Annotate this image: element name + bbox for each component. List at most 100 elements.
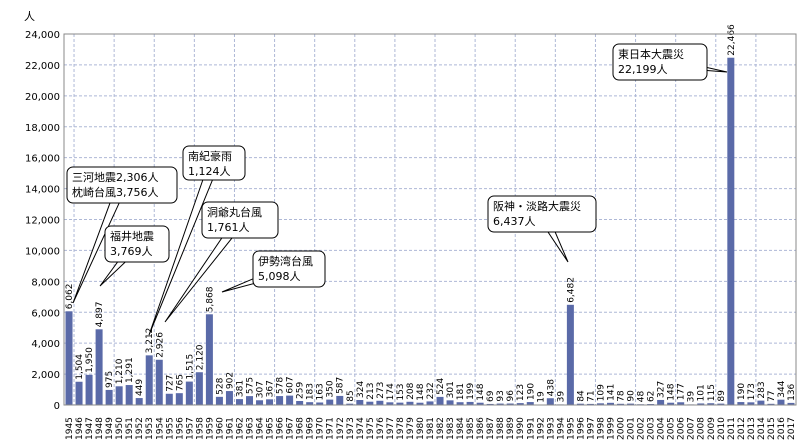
- bar-1957: [185, 381, 193, 405]
- y-tick-label: 16,000: [25, 154, 60, 165]
- value-label-1948: 4,897: [95, 302, 105, 328]
- y-tick-label: 0: [54, 401, 60, 412]
- bar-2000: [617, 403, 625, 405]
- value-label-1955: 727: [165, 375, 175, 392]
- annotation-text: 1,761人: [207, 221, 250, 234]
- annotation-text: 福井地震: [110, 229, 154, 243]
- annotation-text: 6,437人: [493, 215, 536, 228]
- bar-1974: [356, 399, 364, 405]
- annotation-text: 5,098人: [258, 270, 301, 283]
- value-label-1949: 975: [105, 371, 115, 388]
- bar-1961: [225, 391, 233, 405]
- x-tick-label-1959: 1959: [205, 417, 215, 440]
- bar-1950: [115, 386, 123, 405]
- x-tick-label-1990: 1990: [516, 417, 526, 440]
- bar-1975: [366, 401, 374, 405]
- value-label-1956: 765: [175, 374, 185, 391]
- value-label-2016: 344: [777, 380, 787, 397]
- bar-1954: [155, 359, 163, 405]
- x-tick-label-1973: 1973: [346, 417, 356, 440]
- value-label-1980: 148: [416, 383, 426, 400]
- x-tick-label-1976: 1976: [376, 417, 386, 440]
- value-label-1973: 85: [346, 390, 356, 401]
- bar-1976: [376, 400, 384, 405]
- x-tick-label-1988: 1988: [496, 417, 506, 440]
- bar-1985: [466, 401, 474, 405]
- annotation-1954: 洞爺丸台風 1,761人: [164, 201, 279, 323]
- x-tick-label-1985: 1985: [466, 417, 476, 440]
- value-label-1951: 1,291: [125, 357, 135, 383]
- annotation-1953: 南紀豪雨 1,124人: [148, 145, 246, 336]
- value-label-1998: 109: [596, 384, 606, 401]
- bar-1967: [286, 395, 294, 405]
- bar-1980: [416, 402, 424, 405]
- value-label-1984: 181: [456, 383, 466, 400]
- x-tick-label-2001: 2001: [627, 417, 637, 440]
- value-label-1970: 163: [316, 383, 326, 400]
- x-tick-label-1951: 1951: [125, 417, 135, 440]
- x-tick-label-1949: 1949: [105, 417, 115, 440]
- x-tick-label-2000: 2000: [617, 417, 627, 440]
- x-tick-label-2006: 2006: [677, 417, 687, 440]
- bar-2001: [627, 403, 635, 405]
- bar-1979: [406, 401, 414, 405]
- value-label-1983: 301: [446, 381, 456, 398]
- value-label-1968: 259: [296, 382, 306, 399]
- x-tick-label-1954: 1954: [155, 417, 165, 440]
- bar-1971: [326, 399, 334, 405]
- x-tick-label-2005: 2005: [667, 417, 677, 440]
- annotation-1995: 阪神・淡路大震災 6,437人: [487, 195, 597, 263]
- bar-1969: [306, 402, 314, 405]
- bar-1973: [346, 403, 354, 405]
- bar-1955: [165, 393, 173, 405]
- annotation-text: 阪神・淡路大震災: [493, 199, 581, 213]
- value-label-1950: 1,210: [115, 358, 125, 384]
- bar-1959: [205, 314, 213, 405]
- value-label-1996: 84: [576, 390, 586, 402]
- value-label-1988: 93: [496, 390, 506, 401]
- value-label-1985: 199: [466, 382, 476, 399]
- annotation-text: 1,124人: [188, 165, 231, 178]
- y-tick-label: 2,000: [31, 370, 60, 381]
- x-tick-label-2002: 2002: [637, 417, 647, 440]
- value-label-1976: 273: [376, 382, 386, 399]
- x-tick-label-1993: 1993: [546, 417, 556, 440]
- x-tick-label-2007: 2007: [687, 417, 697, 440]
- value-label-2001: 90: [627, 390, 637, 402]
- x-tick-label-1969: 1969: [306, 417, 316, 440]
- y-tick-label: 18,000: [25, 123, 60, 134]
- x-tick-label-1986: 1986: [476, 417, 486, 440]
- value-label-1971: 350: [326, 380, 336, 397]
- value-label-1978: 153: [396, 383, 406, 400]
- value-label-2000: 78: [617, 390, 627, 402]
- x-tick-label-1963: 1963: [246, 417, 256, 440]
- value-label-1958: 2,120: [195, 344, 205, 370]
- value-label-1972: 587: [336, 377, 346, 394]
- value-label-1979: 208: [406, 382, 416, 399]
- x-tick-label-1981: 1981: [426, 417, 436, 440]
- value-label-1974: 324: [356, 381, 366, 398]
- x-tick-label-1977: 1977: [386, 417, 396, 440]
- x-tick-label-2017: 2017: [787, 417, 797, 440]
- value-label-2015: 77: [767, 390, 777, 401]
- bar-1960: [215, 396, 223, 405]
- bar-2010: [717, 403, 725, 405]
- value-label-2007: 39: [687, 391, 697, 403]
- annotation-text: 22,199人: [618, 63, 668, 76]
- x-tick-label-1982: 1982: [436, 417, 446, 440]
- x-tick-label-1958: 1958: [195, 417, 205, 440]
- bar-1948: [95, 329, 103, 405]
- bar-1991: [526, 402, 534, 405]
- y-tick-label: 4,000: [31, 339, 60, 350]
- bar-1981: [426, 401, 434, 405]
- annotation-box-fill: [184, 147, 244, 179]
- value-label-1986: 148: [476, 383, 486, 400]
- value-label-1975: 213: [366, 383, 376, 400]
- x-tick-label-1992: 1992: [536, 417, 546, 440]
- value-label-1989: 96: [506, 390, 516, 402]
- value-label-1997: 71: [586, 390, 596, 401]
- bar-2005: [667, 402, 675, 405]
- x-tick-label-2012: 2012: [737, 417, 747, 440]
- value-label-1993: 438: [546, 379, 556, 396]
